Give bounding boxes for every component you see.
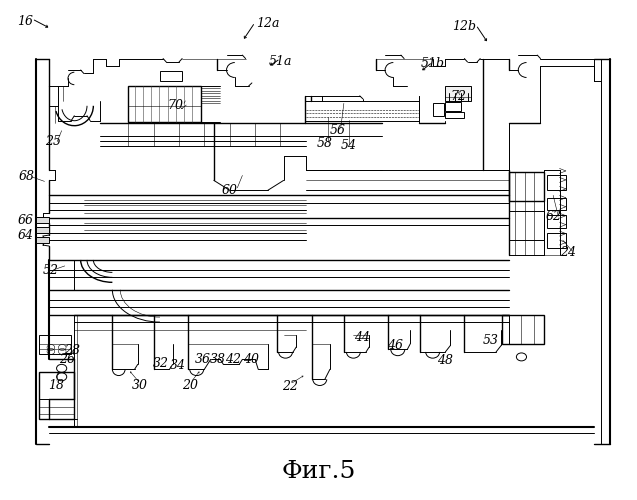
Text: 64: 64 xyxy=(17,228,34,241)
Text: 42: 42 xyxy=(225,353,241,366)
Text: 44: 44 xyxy=(354,330,369,344)
Bar xyxy=(39,372,75,419)
Text: 25: 25 xyxy=(45,135,61,148)
Text: 56: 56 xyxy=(329,124,345,137)
Bar xyxy=(509,172,543,202)
Bar xyxy=(433,104,444,116)
Text: 16: 16 xyxy=(17,15,34,28)
Bar xyxy=(36,226,49,232)
Bar xyxy=(445,86,471,101)
Bar xyxy=(39,334,71,354)
Text: 34: 34 xyxy=(169,359,186,372)
Text: 12b: 12b xyxy=(452,20,476,33)
Text: 24: 24 xyxy=(560,246,576,259)
Text: 52: 52 xyxy=(42,264,58,278)
Bar xyxy=(36,216,49,222)
Bar xyxy=(128,86,201,122)
Text: 72: 72 xyxy=(450,90,466,104)
Text: Фиг.5: Фиг.5 xyxy=(282,460,355,483)
Text: 62: 62 xyxy=(545,210,561,222)
Text: 68: 68 xyxy=(18,170,35,183)
Text: 66: 66 xyxy=(17,214,34,226)
Text: 51a: 51a xyxy=(269,54,292,68)
Text: 48: 48 xyxy=(438,354,454,367)
Text: 32: 32 xyxy=(154,357,169,370)
Bar xyxy=(160,71,182,81)
Bar xyxy=(36,236,49,242)
Text: 22: 22 xyxy=(282,380,298,393)
Text: 70: 70 xyxy=(168,100,184,112)
Bar xyxy=(503,314,543,344)
Text: 30: 30 xyxy=(132,378,148,392)
Bar xyxy=(547,176,566,190)
Bar xyxy=(547,198,566,210)
Text: 26: 26 xyxy=(59,353,75,366)
Text: 51b: 51b xyxy=(420,57,445,70)
Bar xyxy=(547,215,566,228)
Text: 38: 38 xyxy=(210,353,226,366)
Text: 18: 18 xyxy=(48,378,64,392)
Text: 36: 36 xyxy=(194,353,210,366)
Text: 28: 28 xyxy=(64,344,80,357)
Bar xyxy=(509,211,543,240)
Text: 40: 40 xyxy=(243,353,259,366)
Text: 46: 46 xyxy=(387,339,403,352)
Text: 53: 53 xyxy=(483,334,499,347)
Bar xyxy=(445,112,464,118)
Text: 54: 54 xyxy=(341,139,357,152)
Text: 20: 20 xyxy=(182,378,198,392)
Text: 60: 60 xyxy=(222,184,238,197)
Text: 12a: 12a xyxy=(256,18,280,30)
Bar xyxy=(547,232,566,248)
Bar xyxy=(445,102,461,111)
Text: 58: 58 xyxy=(317,136,333,149)
